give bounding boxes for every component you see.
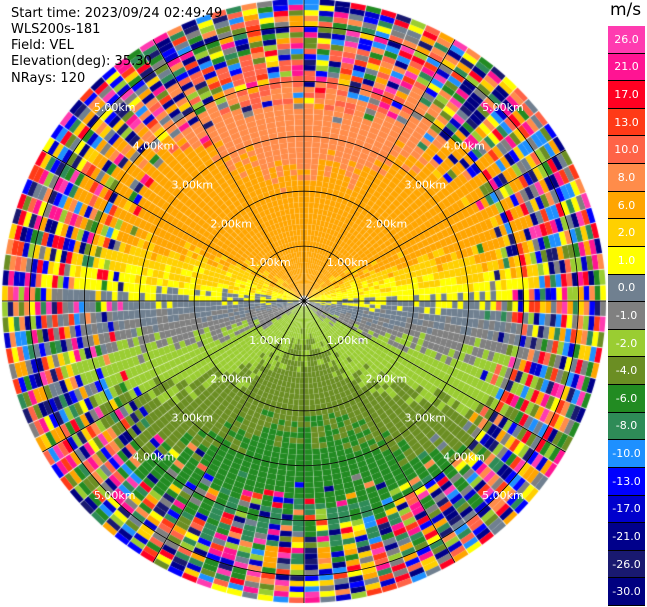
field-label: Field: VEL	[11, 38, 74, 53]
colorbar-tick-label: 1.0	[608, 246, 645, 275]
colorbar-tick-label: -6.0	[608, 385, 645, 413]
range-ring-label: 5.00km	[94, 489, 136, 502]
azimuth-line	[303, 149, 566, 302]
azimuth-line	[152, 39, 305, 302]
range-ring-label: 2.00km	[210, 217, 252, 230]
range-ring-label: 1.00km	[327, 334, 369, 347]
azimuth-line	[303, 300, 566, 453]
azimuth-line	[303, 300, 456, 563]
range-ring-label: 3.00km	[404, 179, 446, 192]
colorbar-tick-label: -13.0	[608, 467, 645, 496]
colorbar-tick-label: -8.0	[608, 412, 645, 441]
colorbar-tick-label: -4.0	[608, 357, 645, 386]
range-ring-label: 1.00km	[249, 256, 291, 269]
range-ring-label: 4.00km	[133, 450, 175, 463]
range-ring-label: 5.00km	[94, 101, 136, 114]
azimuth-line	[42, 300, 305, 453]
colorbar-unit: m/s	[610, 0, 642, 20]
colorbar-tick-label: 0.0	[608, 274, 645, 303]
range-ring-label: 5.00km	[482, 101, 524, 114]
nrays-label: NRays: 120	[11, 71, 86, 86]
colorbar-tick-label: -26.0	[608, 550, 645, 579]
colorbar: 26.0 21.0 17.0 13.0 10.0 8.0 6.0 2.0 1.0 0.0 -1.0-…	[608, 26, 645, 606]
azimuth-line	[303, 39, 456, 302]
azimuth-line	[152, 300, 305, 563]
range-ring-label: 2.00km	[366, 373, 408, 386]
range-ring-label: 2.00km	[210, 373, 252, 386]
colorbar-tick-label: -17.0	[608, 495, 645, 524]
azimuth-line	[42, 149, 305, 302]
range-ring-label: 1.00km	[249, 334, 291, 347]
range-ring-label: 4.00km	[443, 450, 485, 463]
colorbar-tick-label: -30.0	[608, 578, 645, 606]
colorbar-tick-label: 8.0	[608, 164, 645, 192]
colorbar-tick-label: 13.0	[608, 108, 645, 137]
colorbar-tick-label: 17.0	[608, 81, 645, 109]
range-ring-label: 3.00km	[172, 179, 214, 192]
range-ring-label: 3.00km	[404, 411, 446, 424]
range-ring-label: 4.00km	[133, 140, 175, 153]
range-ring-label: 2.00km	[366, 217, 408, 230]
colorbar-tick-label: 6.0	[608, 191, 645, 220]
range-ring-label: 1.00km	[327, 256, 369, 269]
elevation-label: Elevation(deg): 35.30	[11, 54, 152, 69]
colorbar-tick-label: -10.0	[608, 440, 645, 468]
range-ring-label: 3.00km	[172, 411, 214, 424]
colorbar-tick-label: -2.0	[608, 329, 645, 358]
range-ring-label: 5.00km	[482, 489, 524, 502]
colorbar-tick-label: 2.0	[608, 219, 645, 247]
colorbar-tick-label: 21.0	[608, 53, 645, 82]
colorbar-tick-label: -21.0	[608, 523, 645, 551]
colorbar-tick-label: 26.0	[608, 26, 645, 54]
colorbar-tick-label: -1.0	[608, 302, 645, 330]
start-time-label: Start time: 2023/09/24 02:49:49	[11, 6, 223, 21]
instrument-label: WLS200s-181	[11, 22, 101, 37]
range-ring-label: 4.00km	[443, 140, 485, 153]
colorbar-tick-label: 10.0	[608, 136, 645, 165]
